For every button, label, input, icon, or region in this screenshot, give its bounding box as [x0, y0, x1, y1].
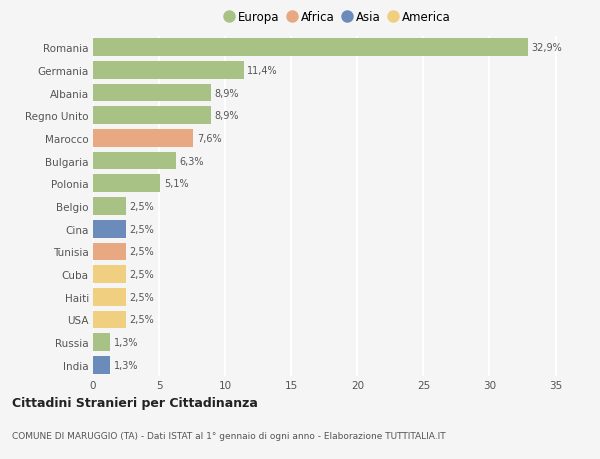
Bar: [93, 175, 160, 193]
Text: Cittadini Stranieri per Cittadinanza: Cittadini Stranieri per Cittadinanza: [12, 396, 258, 409]
Bar: [93, 311, 126, 329]
Text: 1,3%: 1,3%: [113, 337, 138, 347]
Text: 8,9%: 8,9%: [214, 88, 238, 98]
Text: 2,5%: 2,5%: [130, 202, 154, 212]
Text: 11,4%: 11,4%: [247, 66, 278, 76]
Bar: [93, 334, 110, 351]
Bar: [93, 130, 193, 147]
Bar: [93, 39, 528, 57]
Bar: [93, 62, 244, 79]
Text: 6,3%: 6,3%: [179, 156, 204, 166]
Legend: Europa, Africa, Asia, America: Europa, Africa, Asia, America: [222, 9, 453, 26]
Bar: [93, 243, 126, 261]
Text: 2,5%: 2,5%: [130, 315, 154, 325]
Bar: [93, 198, 126, 215]
Bar: [93, 356, 110, 374]
Bar: [93, 84, 211, 102]
Text: 32,9%: 32,9%: [531, 43, 562, 53]
Bar: [93, 220, 126, 238]
Text: COMUNE DI MARUGGIO (TA) - Dati ISTAT al 1° gennaio di ogni anno - Elaborazione T: COMUNE DI MARUGGIO (TA) - Dati ISTAT al …: [12, 431, 446, 440]
Text: 1,3%: 1,3%: [113, 360, 138, 370]
Text: 2,5%: 2,5%: [130, 224, 154, 234]
Text: 7,6%: 7,6%: [197, 134, 221, 144]
Bar: [93, 152, 176, 170]
Text: 2,5%: 2,5%: [130, 292, 154, 302]
Text: 8,9%: 8,9%: [214, 111, 238, 121]
Text: 2,5%: 2,5%: [130, 269, 154, 280]
Text: 2,5%: 2,5%: [130, 247, 154, 257]
Bar: [93, 107, 211, 125]
Text: 5,1%: 5,1%: [164, 179, 188, 189]
Bar: [93, 266, 126, 283]
Bar: [93, 288, 126, 306]
